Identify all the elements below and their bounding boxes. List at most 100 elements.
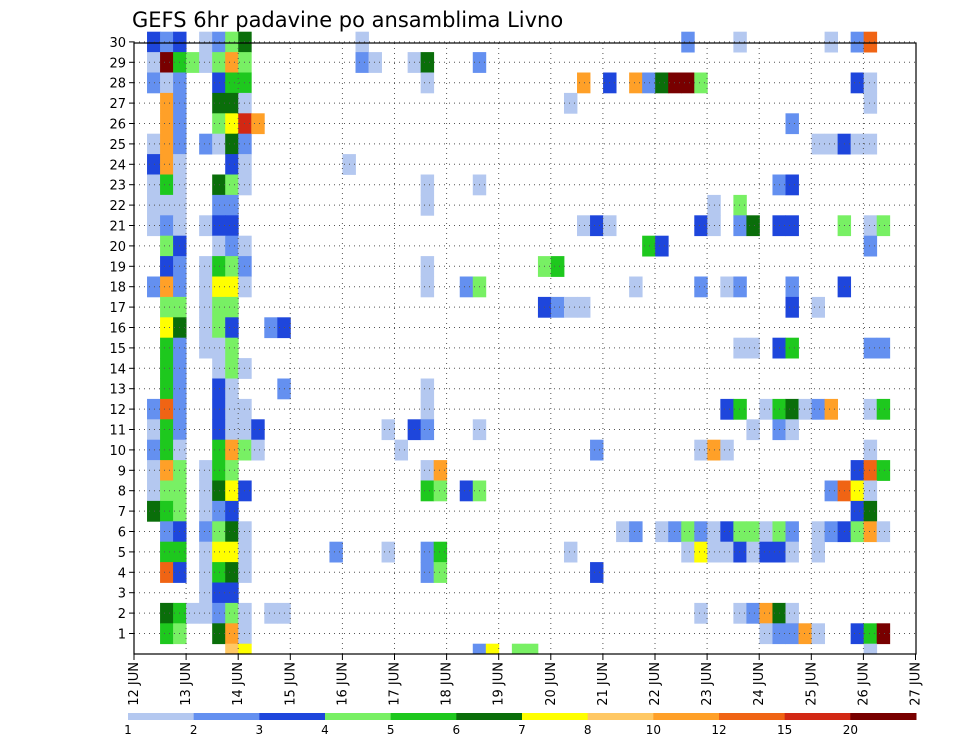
heatmap-cell	[199, 296, 213, 318]
y-tick-label: 15	[109, 342, 126, 357]
heatmap-cell	[590, 215, 604, 237]
heatmap-cell	[225, 439, 239, 461]
heatmap-cell	[212, 541, 226, 563]
heatmap-cell	[733, 602, 747, 624]
heatmap-cell	[876, 521, 891, 543]
heatmap-cell	[199, 133, 213, 155]
heatmap-cell	[212, 521, 226, 543]
heatmap-cell	[355, 52, 369, 73]
heatmap-cell	[199, 256, 213, 277]
heatmap-cell	[876, 215, 891, 237]
x-tick-label: 26 JUN	[856, 662, 871, 706]
heatmap-cell	[720, 541, 734, 563]
y-tick-label: 25	[109, 138, 126, 153]
heatmap-cell	[355, 31, 369, 53]
heatmap-cell	[590, 439, 604, 461]
heatmap-cell	[863, 92, 878, 114]
x-tick-label: 18 JUN	[440, 662, 455, 706]
y-tick-label: 4	[118, 566, 126, 581]
heatmap-cell	[563, 541, 578, 563]
heatmap-cell	[876, 460, 891, 481]
legend-swatch	[193, 713, 260, 720]
heatmap-cell	[785, 623, 799, 645]
y-tick-label: 5	[118, 546, 126, 561]
legend-label: 5	[387, 723, 395, 737]
x-tick-label: 25 JUN	[804, 662, 819, 706]
legend-swatch	[522, 713, 589, 720]
heatmap-cell	[212, 31, 226, 53]
heatmap-cells	[147, 31, 891, 655]
heatmap-cell	[212, 582, 226, 604]
legend-label: 6	[453, 723, 461, 737]
heatmap-cell	[264, 317, 278, 339]
heatmap-cell	[863, 215, 878, 237]
heatmap-cell	[681, 72, 695, 94]
heatmap-cell	[160, 378, 174, 400]
x-tick-label: 15 JUN	[283, 662, 298, 706]
heatmap-cell	[863, 235, 878, 257]
heatmap-cell	[238, 643, 252, 655]
y-tick-label: 28	[109, 77, 126, 92]
heatmap-cell	[420, 194, 435, 216]
heatmap-cell	[681, 541, 695, 563]
heatmap-cell	[420, 378, 435, 400]
heatmap-cell	[420, 52, 435, 73]
heatmap-cell	[733, 337, 747, 359]
heatmap-cell	[147, 154, 161, 175]
heatmap-cell	[225, 215, 239, 237]
heatmap-cell	[394, 439, 409, 461]
heatmap-cell	[212, 52, 226, 73]
y-tick-label: 21	[109, 220, 126, 235]
heatmap-cell	[212, 602, 226, 624]
heatmap-cell	[186, 602, 200, 624]
heatmap-cell	[147, 439, 161, 461]
heatmap-cell	[863, 31, 878, 53]
heatmap-cell	[746, 521, 760, 543]
y-tick-label: 3	[118, 587, 126, 602]
heatmap-cell	[590, 562, 604, 583]
heatmap-cell	[863, 643, 878, 655]
heatmap-cell	[420, 541, 435, 563]
heatmap-cell	[225, 623, 239, 645]
y-tick-label: 9	[118, 464, 126, 479]
heatmap-cell	[459, 480, 474, 502]
heatmap-cell	[876, 337, 891, 359]
heatmap-cell	[225, 174, 239, 196]
heatmap-cell	[577, 296, 591, 318]
heatmap-cell	[694, 541, 708, 563]
heatmap-cell	[147, 419, 161, 441]
heatmap-cell	[251, 439, 265, 461]
y-tick-label: 2	[118, 607, 126, 622]
heatmap-cell	[785, 276, 799, 298]
heatmap-cell	[746, 541, 760, 563]
heatmap-cell	[433, 562, 448, 583]
heatmap-cell	[420, 562, 435, 583]
heatmap-cell	[850, 133, 865, 155]
y-tick-label: 13	[109, 383, 126, 398]
heatmap-cell	[160, 72, 174, 94]
legend-label: 12	[711, 723, 726, 737]
legend-label: 7	[518, 723, 526, 737]
heatmap-cell	[720, 398, 734, 420]
heatmap-cell	[798, 623, 812, 645]
legend-label: 20	[843, 723, 858, 737]
heatmap-cell	[655, 235, 669, 257]
heatmap-cell	[863, 133, 878, 155]
heatmap-cell	[225, 133, 239, 155]
heatmap-cell	[368, 52, 382, 73]
y-axis: 1234567891011121314151617181920212223242…	[109, 36, 134, 643]
heatmap-cell	[811, 133, 825, 155]
legend-label: 3	[256, 723, 264, 737]
heatmap-cell	[199, 521, 213, 543]
heatmap-cell	[876, 623, 891, 645]
heatmap-cell	[472, 643, 487, 655]
heatmap-cell	[212, 378, 226, 400]
heatmap-cell	[225, 643, 239, 655]
heatmap-cell	[199, 31, 213, 53]
heatmap-cell	[225, 398, 239, 420]
heatmap-cell	[433, 541, 448, 563]
heatmap-cell	[785, 419, 799, 441]
heatmap-cell	[199, 337, 213, 359]
heatmap-cell	[629, 72, 643, 94]
